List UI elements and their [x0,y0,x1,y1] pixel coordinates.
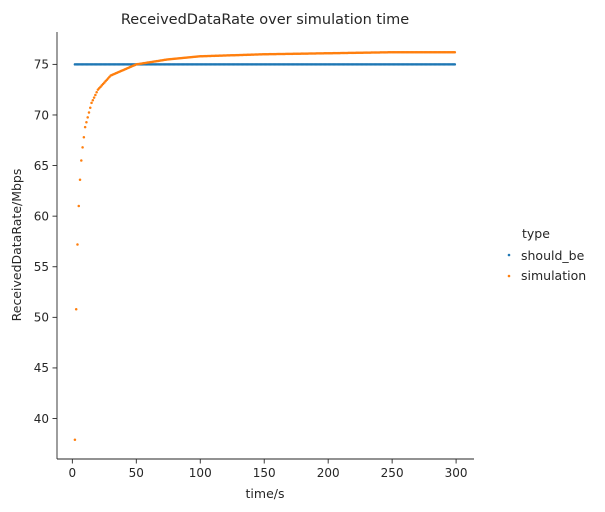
data-point [80,159,83,162]
data-point [94,93,97,97]
data-point [89,106,92,109]
data-point [95,91,98,94]
data-point [453,63,457,66]
data-point [453,50,457,54]
x-tick-label: 150 [253,466,276,480]
data-point [90,101,93,105]
y-tick-label: 40 [34,412,49,426]
data-point [92,96,96,99]
x-axis-label: time/s [246,486,285,501]
y-ticks: 40 45 50 55 60 65 70 75 [34,58,57,426]
data-point [78,178,82,181]
y-tick-label: 65 [34,159,49,173]
x-tick-label: 0 [69,466,77,480]
x-tick-label: 50 [129,466,144,480]
x-tick-label: 100 [189,466,212,480]
data-point [85,121,88,124]
data-point [91,98,95,102]
x-ticks: 0 50 100 150 200 250 300 [69,459,468,480]
legend-label-simulation: simulation [521,268,586,283]
data-point [82,135,86,139]
plot-area [73,50,457,442]
y-axis-label: ReceivedDataRate/Mbps [9,169,24,322]
data-point [81,146,84,149]
legend-label-should-be: should_be [521,248,585,263]
data-point [87,111,91,114]
legend-marker-should-be [507,253,511,257]
y-tick-label: 45 [34,361,49,375]
series-should_be [73,63,457,66]
y-tick-label: 60 [34,209,49,223]
y-tick-label: 55 [34,260,49,274]
data-point [77,204,80,208]
chart-title: ReceivedDataRate over simulation time [121,12,409,28]
legend-marker-simulation [507,274,511,278]
y-tick-label: 70 [34,108,49,122]
data-point [76,243,79,246]
y-tick-label: 75 [34,58,49,72]
legend-title: type [522,226,550,241]
data-point [73,438,77,442]
data-point [86,116,89,119]
data-point [74,308,78,311]
y-tick-label: 50 [34,311,49,325]
x-tick-label: 250 [381,466,404,480]
data-point [83,125,87,129]
x-tick-label: 300 [445,466,468,480]
x-tick-label: 200 [317,466,340,480]
series-simulation [73,50,457,442]
legend: type should_be simulation [507,226,586,283]
